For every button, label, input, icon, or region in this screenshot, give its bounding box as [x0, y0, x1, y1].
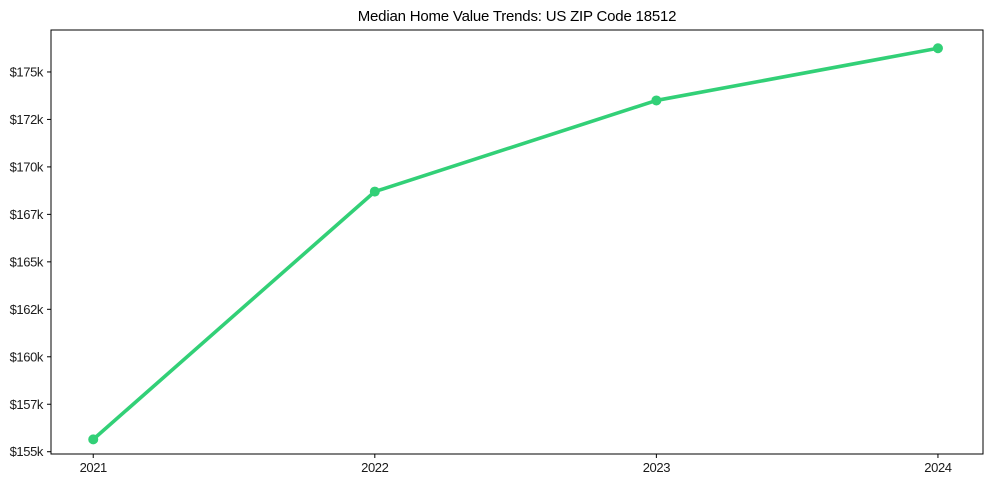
- y-tick-label: $157k: [10, 397, 44, 412]
- data-point-2021: [88, 434, 99, 445]
- plot-frame: [50, 29, 984, 455]
- data-point-2022: [369, 186, 380, 197]
- x-tick-label: 2024: [924, 460, 951, 475]
- y-tick-label: $155k: [10, 444, 44, 459]
- y-tick-label: $175k: [10, 64, 44, 79]
- y-tick-label: $160k: [10, 349, 44, 364]
- x-tick-label: 2022: [361, 460, 388, 475]
- x-tick-label: 2023: [643, 460, 670, 475]
- plot-area: $155k $157k $160k $162k $165k $167k $170k $172k…: [10, 29, 984, 475]
- chart-title: Median Home Value Trends: US ZIP Code 18…: [358, 8, 677, 25]
- data-point-2024: [932, 43, 943, 54]
- data-point-2023: [651, 95, 662, 106]
- y-tick-label: $165k: [10, 254, 44, 269]
- y-tick-label: $162k: [10, 302, 44, 317]
- y-tick-label: $170k: [10, 159, 44, 174]
- x-tick-label: 2021: [80, 460, 107, 475]
- y-tick-label: $167k: [10, 207, 44, 222]
- trend-line: [91, 46, 940, 442]
- y-tick-label: $172k: [10, 112, 44, 127]
